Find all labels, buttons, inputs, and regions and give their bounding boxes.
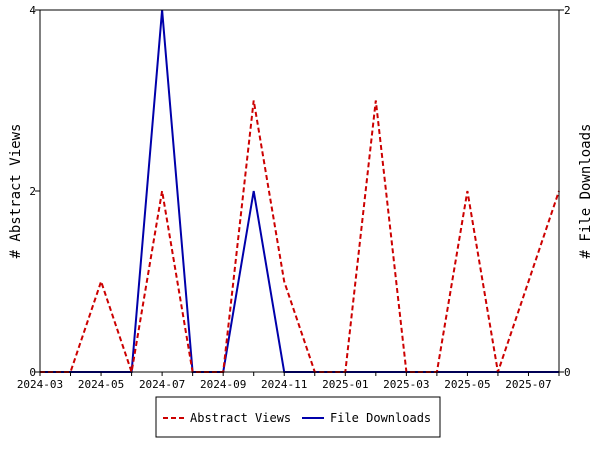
x-tick-label: 2024-07	[139, 378, 185, 391]
x-tick-label: 2025-03	[383, 378, 429, 391]
y-right-tick-label: 0	[564, 366, 571, 379]
x-tick-label: 2024-03	[17, 378, 63, 391]
y-axis-left-title: # Abstract Views	[8, 124, 24, 259]
legend-label-abstract-views: Abstract Views	[190, 411, 291, 425]
x-tick-label: 2024-09	[200, 378, 246, 391]
y-right-tick-label: 2	[564, 4, 571, 17]
y-axis-right-title: # File Downloads	[578, 124, 594, 259]
x-tick-label: 2025-05	[444, 378, 490, 391]
y-left-tick-label: 2	[29, 185, 36, 198]
y-left-tick-label: 4	[29, 4, 36, 17]
x-tick-label: 2025-07	[505, 378, 551, 391]
x-tick-label: 2024-11	[261, 378, 307, 391]
legend-label-file-downloads: File Downloads	[330, 411, 431, 425]
legend: Abstract Views File Downloads	[156, 397, 440, 437]
x-tick-label: 2024-05	[78, 378, 124, 391]
x-tick-label: 2025-01	[322, 378, 368, 391]
